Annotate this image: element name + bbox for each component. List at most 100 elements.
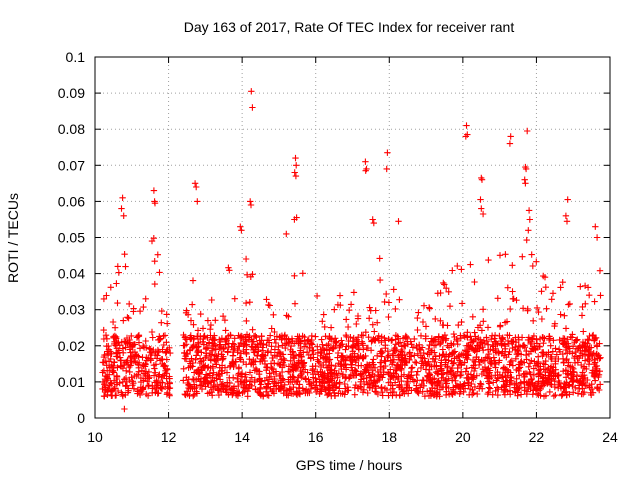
data-point xyxy=(211,377,218,384)
data-point xyxy=(288,335,296,342)
data-point xyxy=(327,324,335,331)
data-point xyxy=(528,251,535,258)
data-point xyxy=(581,389,588,396)
data-point xyxy=(555,377,562,385)
data-point xyxy=(385,335,392,343)
data-point xyxy=(312,375,319,382)
data-point xyxy=(287,351,294,358)
data-point xyxy=(109,392,116,399)
data-point xyxy=(478,327,486,334)
data-point xyxy=(557,311,564,318)
data-point xyxy=(372,385,379,392)
data-point xyxy=(481,364,489,371)
data-point xyxy=(547,342,554,349)
data-point xyxy=(490,379,497,386)
data-point xyxy=(540,393,548,400)
data-point xyxy=(456,390,463,397)
data-point xyxy=(448,351,456,358)
data-point xyxy=(215,391,223,399)
data-point xyxy=(217,376,224,383)
data-point xyxy=(291,216,298,223)
data-point xyxy=(494,341,501,348)
data-point xyxy=(219,367,226,375)
data-point xyxy=(121,359,128,367)
data-point xyxy=(148,328,156,336)
data-point xyxy=(130,305,137,312)
data-point xyxy=(368,338,375,345)
data-point xyxy=(377,348,384,355)
data-point xyxy=(249,326,256,333)
data-point xyxy=(524,127,531,135)
data-point xyxy=(372,307,379,314)
data-point xyxy=(366,315,373,322)
data-point xyxy=(389,359,397,366)
data-point xyxy=(312,333,319,340)
data-point xyxy=(193,344,200,351)
data-point xyxy=(528,357,535,364)
data-point xyxy=(408,365,415,372)
data-point xyxy=(464,348,471,355)
data-point xyxy=(122,263,129,270)
data-point xyxy=(531,382,538,389)
data-point xyxy=(487,359,494,366)
x-tick-label: 18 xyxy=(381,429,397,445)
data-point xyxy=(394,375,402,383)
data-point xyxy=(353,342,361,350)
data-point xyxy=(539,382,547,389)
data-point xyxy=(194,343,202,351)
data-point xyxy=(142,361,149,368)
data-point xyxy=(371,328,378,335)
data-point xyxy=(229,352,237,359)
data-point xyxy=(252,386,259,393)
data-point xyxy=(528,338,535,346)
data-point xyxy=(415,390,422,397)
data-point xyxy=(580,328,587,335)
data-point xyxy=(395,218,402,225)
data-point xyxy=(101,388,109,396)
data-point xyxy=(145,382,153,389)
data-point xyxy=(208,389,215,396)
data-point xyxy=(338,363,345,370)
data-point xyxy=(444,363,451,370)
data-point xyxy=(593,362,600,370)
data-point xyxy=(519,305,527,312)
data-point xyxy=(401,351,408,359)
data-point xyxy=(563,391,570,399)
data-point xyxy=(473,354,480,361)
data-point xyxy=(196,355,204,362)
data-point xyxy=(221,317,229,324)
data-point xyxy=(574,390,582,397)
data-point xyxy=(272,339,280,347)
data-point xyxy=(556,336,563,344)
data-point xyxy=(494,391,501,399)
data-point xyxy=(332,342,339,349)
data-point xyxy=(523,379,530,386)
data-point xyxy=(457,332,464,339)
data-point xyxy=(140,377,147,384)
data-point xyxy=(454,341,461,348)
data-point xyxy=(458,318,465,326)
data-point xyxy=(494,295,501,302)
data-point xyxy=(402,355,409,362)
data-point xyxy=(121,405,128,413)
data-point xyxy=(408,353,415,360)
data-point xyxy=(338,337,345,344)
data-point xyxy=(303,348,311,356)
data-point xyxy=(285,339,292,347)
data-point xyxy=(434,368,441,375)
data-point xyxy=(228,343,235,350)
data-point xyxy=(509,338,516,345)
data-point xyxy=(395,384,403,391)
data-point xyxy=(156,336,163,343)
data-point xyxy=(428,379,435,386)
data-point xyxy=(264,364,271,371)
y-tick-label: 0.05 xyxy=(58,230,85,246)
data-point xyxy=(419,318,427,326)
data-point xyxy=(154,352,161,359)
data-point xyxy=(377,366,384,374)
data-point xyxy=(343,316,350,323)
data-point xyxy=(473,348,481,355)
data-point xyxy=(242,255,250,263)
data-point xyxy=(263,296,270,303)
x-tick-label: 16 xyxy=(308,429,324,445)
